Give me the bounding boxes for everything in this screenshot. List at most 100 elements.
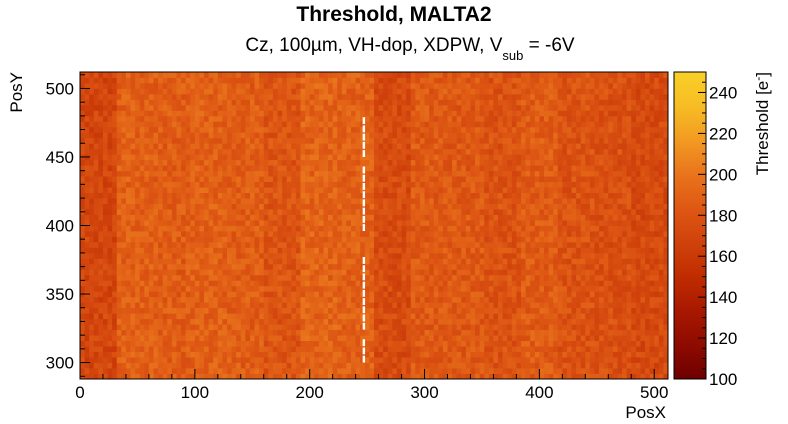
heatmap-cell-band-2: [185, 110, 191, 117]
heatmap-cell-band-6: [300, 357, 306, 363]
heatmap-cell-band-8: [383, 126, 389, 133]
heatmap-cell-band-6: [305, 72, 311, 78]
heatmap-cell-band-10: [456, 77, 462, 84]
heatmap-cell-band-6: [332, 368, 338, 374]
heatmap-cell-band-9: [410, 258, 416, 265]
heatmap-cell-band-3: [213, 329, 219, 336]
heatmap-cell-band-1: [125, 203, 131, 210]
heatmap-cell-band-2: [158, 159, 164, 166]
heatmap-cell-band-2: [167, 329, 173, 336]
heatmap-cell-band-10: [475, 110, 481, 117]
heatmap-cell-band-9: [433, 187, 439, 194]
heatmap-cell-band-0: [98, 88, 104, 95]
heatmap-cell-band-6: [305, 324, 311, 331]
heatmap-cell-band-0: [89, 368, 95, 374]
heatmap-cell-band-5: [268, 280, 274, 287]
heatmap-cell-band-4: [227, 263, 232, 270]
heatmap-cell-band-9: [438, 274, 444, 281]
heatmap-cell-band-4: [249, 274, 255, 281]
heatmap-cell-band-6: [309, 291, 315, 298]
heatmap-cell-band-3: [204, 302, 210, 309]
heatmap-cell-band-7: [355, 357, 361, 363]
heatmap-cell-band-5: [272, 154, 278, 161]
heatmap-cell-band-2: [176, 121, 182, 128]
heatmap-cell-band-10: [470, 351, 476, 358]
heatmap-cell-band-4: [231, 148, 237, 155]
heatmap-cell-band-0: [107, 296, 113, 303]
heatmap-cell-band-9: [419, 296, 425, 303]
heatmap-cell-band-6: [332, 324, 338, 331]
heatmap-cell-band-4: [231, 236, 237, 243]
heatmap-cell-band-10: [461, 362, 467, 369]
heatmap-cell-band-4: [240, 373, 246, 380]
heatmap-cell-band-5: [295, 324, 301, 331]
heatmap-cell-band-6: [305, 148, 311, 155]
heatmap-cell-band-2: [185, 82, 191, 89]
heatmap-cell-band-4: [236, 104, 242, 111]
heatmap-cell-band-0: [112, 236, 118, 243]
heatmap-cell-band-2: [162, 296, 168, 303]
heatmap-cell-band-8: [383, 241, 389, 248]
heatmap-cell-band-10: [447, 203, 453, 210]
heatmap-cell-band-9: [433, 274, 439, 281]
heatmap-cell-band-2: [158, 225, 164, 232]
heatmap-cell-band-5: [286, 154, 292, 161]
heatmap-cell-band-3: [190, 104, 196, 111]
heatmap-cell-band-5: [291, 198, 297, 204]
heatmap-cell-band-5: [263, 137, 269, 144]
heatmap-cell-band-1: [116, 115, 122, 122]
heatmap-cell-band-6: [314, 110, 320, 117]
heatmap-cell-band-2: [167, 247, 173, 254]
heatmap-cell-band-3: [204, 335, 210, 342]
heatmap-cell-band-1: [148, 88, 154, 95]
heatmap-cell-band-9: [410, 220, 416, 226]
heatmap-cell-band-2: [153, 307, 159, 314]
heatmap-cell-band-9: [424, 313, 430, 320]
heatmap-cell-band-8: [406, 88, 412, 95]
heatmap-cell-band-9: [424, 93, 430, 100]
heatmap-cell-band-3: [208, 154, 214, 161]
heatmap-cell-band-6: [328, 247, 334, 254]
heatmap-cell-band-6: [328, 225, 334, 232]
heatmap-cell-band-8: [401, 346, 407, 352]
heatmap-cell-band-0: [89, 72, 95, 78]
heatmap-cell-band-2: [162, 72, 168, 78]
heatmap-cell-band-9: [424, 99, 430, 106]
heatmap-cell-band-7: [337, 115, 343, 122]
heatmap-cell-band-1: [135, 357, 141, 363]
heatmap-cell-band-4: [245, 318, 251, 325]
heatmap-cell-band-5: [268, 192, 274, 199]
heatmap-cell-band-6: [332, 214, 338, 221]
heatmap-cell-band-11: [488, 329, 494, 336]
heatmap-cell-band-5: [282, 291, 288, 298]
heatmap-cell-band-5: [282, 269, 288, 276]
heatmap-cell-band-3: [204, 357, 210, 363]
heatmap-cell-band-10: [479, 247, 485, 254]
heatmap-cell-band-1: [148, 280, 154, 287]
heatmap-cell-band-9: [433, 115, 439, 122]
heatmap-cell-band-3: [190, 154, 196, 161]
heatmap-cell-band-8: [401, 313, 407, 320]
heatmap-cell-band-1: [130, 225, 136, 232]
heatmap-cell-band-10: [470, 104, 476, 111]
heatmap-cell-band-1: [144, 252, 150, 259]
heatmap-cell-band-10: [447, 252, 453, 259]
heatmap-cell-band-11: [484, 263, 490, 270]
heatmap-cell-band-0: [89, 176, 95, 183]
heatmap-cell-band-5: [277, 236, 283, 243]
heatmap-cell-band-9: [424, 148, 430, 155]
heatmap-cell-band-2: [176, 110, 182, 117]
heatmap-cell-band-4: [259, 137, 265, 144]
heatmap-cell-band-4: [249, 225, 255, 232]
heatmap-cell-band-7: [341, 115, 347, 122]
heatmap-cell-band-6: [305, 357, 311, 363]
heatmap-cell-band-0: [107, 104, 113, 111]
heatmap-cell-band-6: [323, 373, 329, 380]
heatmap-cell-band-0: [93, 368, 99, 374]
heatmap-cell-band-7: [341, 368, 347, 374]
heatmap-cell-band-6: [305, 340, 311, 347]
heatmap-cell-band-2: [158, 236, 164, 243]
heatmap-cell-band-6: [305, 351, 311, 358]
heatmap-cell-band-0: [102, 351, 108, 358]
heatmap-cell-band-0: [112, 72, 118, 78]
